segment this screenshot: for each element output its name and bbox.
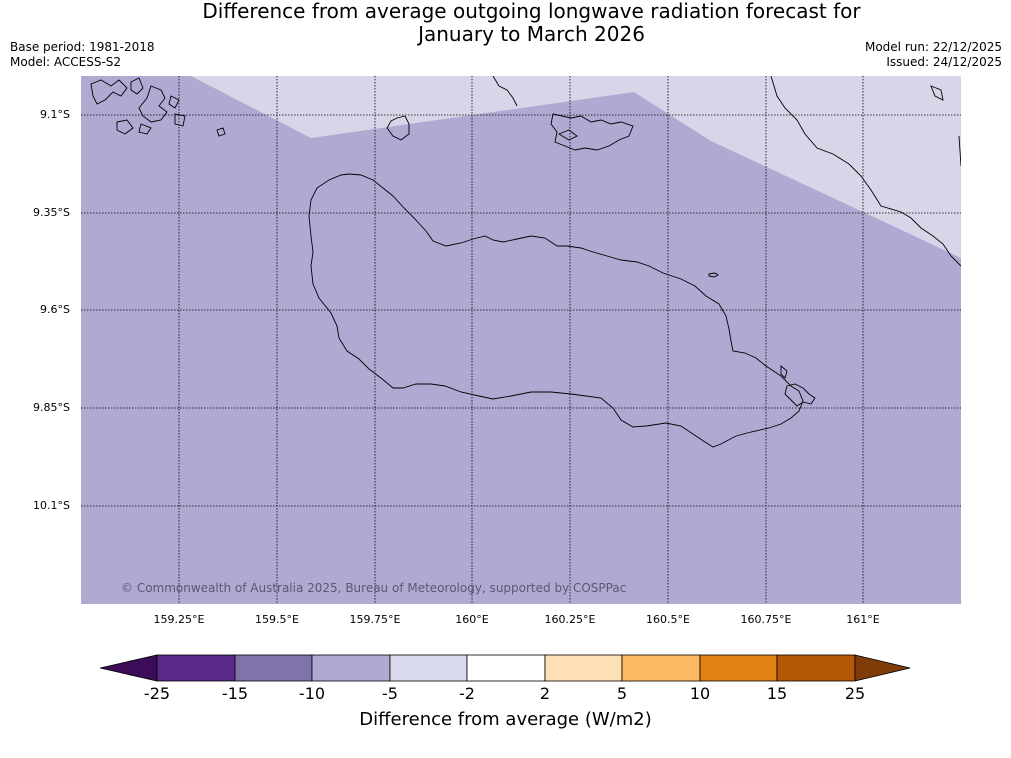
meta-right: Model run: 22/12/2025 Issued: 24/12/2025 [865,40,1002,70]
colorbar-tick: 5 [616,684,628,703]
lat-label: 9.85°S [33,401,70,414]
lon-label: 160.25°E [544,613,596,626]
colorbar-segment [389,654,468,682]
lon-label: 159.5°E [255,613,299,626]
lon-label: 161°E [846,613,880,626]
colorbar-segment [311,654,391,682]
title-line-2: January to March 2026 [418,22,645,46]
coastline-malaita [492,76,961,267]
colorbar-label: Difference from average (W/m2) [359,709,652,730]
lon-label: 160.5°E [646,613,690,626]
model-name: Model: ACCESS-S2 [10,55,122,69]
gridlines [81,76,961,604]
colorbar-extend-high [854,654,911,682]
lon-label: 159.75°E [349,613,401,626]
colorbar [100,654,911,682]
colorbar-tick: -25 [143,684,171,703]
colorbar-segment [234,654,313,682]
colorbar-segment [776,654,856,682]
coastline-savo-island [386,115,410,141]
colorbar-tick: 2 [539,684,551,703]
coastline-east-islets [780,365,816,407]
model-run: Model run: 22/12/2025 [864,40,1002,54]
colorbar-segment [544,654,623,682]
lat-label: 9.35°S [33,206,70,219]
colorbar-tick: -2 [459,684,475,703]
coastline-guadalcanal [308,173,804,448]
colorbar-tick: -5 [382,684,398,703]
colorbar-tick: 15 [766,684,788,703]
colorbar-tick: 10 [689,684,711,703]
anomaly-region-light [191,76,961,258]
lat-label: 10.1°S [33,499,70,512]
colorbar-segment [466,654,546,682]
colorbar-segment [156,654,236,682]
colorbar-tick: -10 [298,684,326,703]
colorbar-segment [621,654,701,682]
colorbar-tick: 25 [844,684,866,703]
lon-label: 160.75°E [740,613,792,626]
coastline-russell-islands [90,77,226,137]
colorbar-tick: -15 [221,684,249,703]
lon-label: 159.25°E [153,613,205,626]
title-line-1: Difference from average outgoing longwav… [202,0,861,23]
lat-label: 9.1°S [40,108,70,121]
map-svg [81,76,961,604]
copyright-notice: © Commonwealth of Australia 2025, Bureau… [121,581,627,595]
coastline-small-islet [708,272,719,278]
meta-left: Base period: 1981-2018 Model: ACCESS-S2 [10,40,155,70]
lon-label: 160°E [455,613,489,626]
colorbar-extend-low [100,654,158,682]
colorbar-segment [699,654,778,682]
base-period: Base period: 1981-2018 [10,40,155,54]
chart-title: Difference from average outgoing longwav… [0,0,1011,46]
lat-label: 9.6°S [40,303,70,316]
issued-date: Issued: 24/12/2025 [886,55,1002,69]
coastline-florida-islands [550,113,634,151]
map-panel: © Commonwealth of Australia 2025, Bureau… [81,76,961,604]
